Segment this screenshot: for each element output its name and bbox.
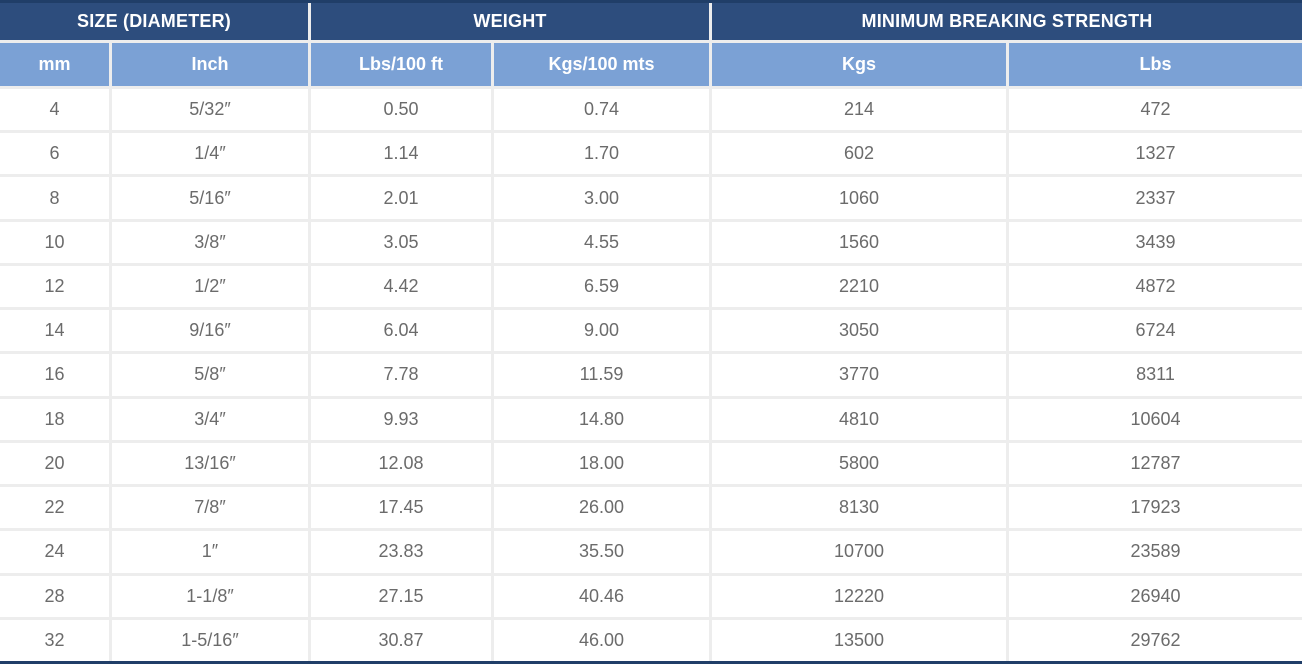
- table-cell: 12: [0, 265, 109, 308]
- table-cell: 7.78: [311, 354, 491, 396]
- table-cell: 3/8″: [112, 221, 308, 263]
- table-cell: 17.45: [311, 487, 491, 529]
- table-cell: 10700: [712, 531, 1006, 573]
- table-cell: 9/16″: [112, 310, 308, 352]
- table-cell: 9.00: [494, 310, 709, 352]
- table-cell: 6.04: [311, 310, 491, 352]
- column-header-kgs: Kgs: [712, 43, 1006, 86]
- table-cell: 8311: [1009, 354, 1302, 396]
- table-cell: 4: [0, 89, 109, 131]
- table-cell: 3.05: [311, 221, 491, 263]
- table-cell: 8: [0, 177, 109, 219]
- table-cell: 30.87: [311, 619, 491, 661]
- table-cell: 214: [712, 89, 1006, 131]
- table-cell: 3050: [712, 310, 1006, 352]
- table-cell: 13/16″: [112, 442, 308, 485]
- table-cell: 1560: [712, 221, 1006, 263]
- table-cell: 23589: [1009, 531, 1302, 573]
- table-cell: 10: [0, 221, 109, 263]
- table-cell: 1.14: [311, 133, 491, 175]
- table-cell: 5/32″: [112, 89, 308, 131]
- table-cell: 1″: [112, 531, 308, 573]
- table-cell: 3770: [712, 354, 1006, 396]
- table-cell: 0.74: [494, 89, 709, 131]
- table-cell: 0.50: [311, 89, 491, 131]
- table-cell: 5800: [712, 442, 1006, 485]
- table-cell: 1327: [1009, 133, 1302, 175]
- table-cell: 5/8″: [112, 354, 308, 396]
- table-cell: 6724: [1009, 310, 1302, 352]
- column-header-lbs: Lbs: [1009, 43, 1302, 86]
- table-cell: 6: [0, 133, 109, 175]
- table-cell: 23.83: [311, 531, 491, 573]
- table-cell: 4810: [712, 398, 1006, 440]
- table-cell: 18: [0, 398, 109, 440]
- table-cell: 5/16″: [112, 177, 308, 219]
- table-cell: 9.93: [311, 398, 491, 440]
- table-cell: 27.15: [311, 575, 491, 617]
- table-cell: 3439: [1009, 221, 1302, 263]
- table-cell: 26.00: [494, 487, 709, 529]
- table-cell: 12.08: [311, 442, 491, 485]
- column-header-kgs-per-100mts: Kgs/100 mts: [494, 43, 709, 86]
- table-cell: 4.42: [311, 265, 491, 308]
- table-cell: 22: [0, 487, 109, 529]
- table-cell: 4872: [1009, 265, 1302, 308]
- table-cell: 2337: [1009, 177, 1302, 219]
- table-cell: 24: [0, 531, 109, 573]
- table-cell: 26940: [1009, 575, 1302, 617]
- table-cell: 8130: [712, 487, 1006, 529]
- table-cell: 2210: [712, 265, 1006, 308]
- table-cell: 1-1/8″: [112, 575, 308, 617]
- table-cell: 6.59: [494, 265, 709, 308]
- table-cell: 32: [0, 619, 109, 661]
- table-cell: 20: [0, 442, 109, 485]
- table-cell: 46.00: [494, 619, 709, 661]
- column-header-mm: mm: [0, 43, 109, 86]
- table-cell: 40.46: [494, 575, 709, 617]
- table-cell: 12787: [1009, 442, 1302, 485]
- column-header-lbs-per-100ft: Lbs/100 ft: [311, 43, 491, 86]
- table-cell: 18.00: [494, 442, 709, 485]
- table-cell: 12220: [712, 575, 1006, 617]
- table-cell: 4.55: [494, 221, 709, 263]
- table-cell: 10604: [1009, 398, 1302, 440]
- table-cell: 14: [0, 310, 109, 352]
- table-cell: 13500: [712, 619, 1006, 661]
- group-header-weight: WEIGHT: [311, 3, 709, 40]
- table-cell: 16: [0, 354, 109, 396]
- table-cell: 1060: [712, 177, 1006, 219]
- table-cell: 1.70: [494, 133, 709, 175]
- table-cell: 602: [712, 133, 1006, 175]
- table-cell: 1-5/16″: [112, 619, 308, 661]
- group-header-breaking-strength: MINIMUM BREAKING STRENGTH: [712, 3, 1302, 40]
- table-cell: 1/4″: [112, 133, 308, 175]
- group-header-size: SIZE (DIAMETER): [0, 3, 308, 40]
- table-cell: 35.50: [494, 531, 709, 573]
- table-cell: 3/4″: [112, 398, 308, 440]
- table-cell: 17923: [1009, 487, 1302, 529]
- table-cell: 14.80: [494, 398, 709, 440]
- column-header-inch: Inch: [112, 43, 308, 86]
- table-cell: 3.00: [494, 177, 709, 219]
- table-cell: 472: [1009, 89, 1302, 131]
- table-cell: 7/8″: [112, 487, 308, 529]
- table-cell: 29762: [1009, 619, 1302, 661]
- table-cell: 11.59: [494, 354, 709, 396]
- table-cell: 28: [0, 575, 109, 617]
- table-cell: 1/2″: [112, 265, 308, 308]
- table-cell: 2.01: [311, 177, 491, 219]
